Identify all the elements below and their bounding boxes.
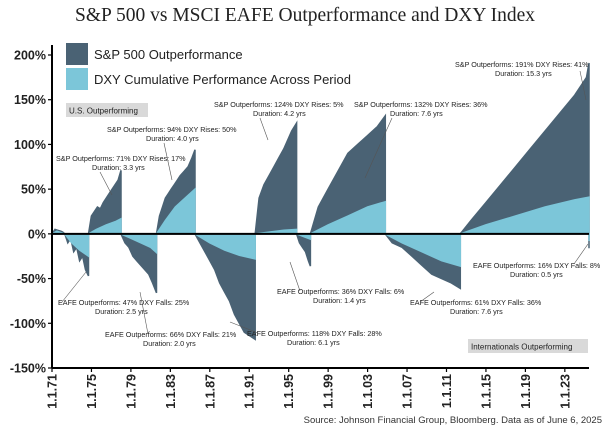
chart-title: S&P 500 vs MSCI EAFE Outperformance and … (74, 5, 535, 26)
annotation-8-line-0: EAFE Outperforms: 61% DXY Falls: 36% (410, 298, 542, 307)
series-0-period-10 (458, 62, 590, 235)
annotation-3-line-0: EAFE Outperforms: 66% DXY Falls: 21% (105, 330, 237, 339)
series-1-period-10 (460, 196, 590, 235)
x-tick-label-9: 1.1.07 (401, 374, 415, 409)
y-axis-ticks: 200% 150% 100% 50% 0% -50% -100% -150% (10, 49, 52, 376)
y-tick-label-6: -100% (10, 317, 46, 331)
region-label-intl: Internationals Outperforming (468, 339, 588, 353)
series-0-period-2 (87, 170, 122, 235)
annotation-8-line-1: Duration: 7.6 yrs (450, 307, 503, 316)
x-axis-ticks: 1.1.71 1.1.75 1.1.79 1.1.83 1.1.87 1.1.91 1.1.… (46, 368, 572, 409)
annotation-10-line-0: EAFE Outperforms: 16% DXY Falls: 8% (473, 261, 601, 270)
leader-line-1 (61, 271, 87, 303)
annotation-1: EAFE Outperforms: 47% DXY Falls: 25% Dur… (58, 298, 190, 316)
leader-line-3 (139, 291, 149, 335)
area-series (50, 62, 590, 341)
x-tick-label-4: 1.1.87 (203, 374, 217, 409)
series-0-period-6 (254, 120, 298, 235)
leader-line-4 (259, 117, 269, 141)
region-label-us: U.S. Outperforming (66, 103, 148, 117)
annotation-10: EAFE Outperforms: 16% DXY Falls: 8% Dura… (473, 261, 601, 279)
leader-lines (61, 70, 589, 335)
leader-line-8 (419, 291, 435, 303)
x-tick-label-0: 1.1.71 (46, 374, 60, 409)
region-label-intl-box (468, 339, 588, 353)
annotation-0-line-0: S&P Outperforms: 71% DXY Rises: 17% (56, 154, 186, 163)
source-note: Source: Johnson Financial Group, Bloombe… (303, 415, 602, 426)
x-tick-label-13: 1.1.23 (558, 374, 572, 409)
annotation-4: S&P Outperforms: 124% DXY Rises: 5% Dura… (214, 100, 344, 118)
annotation-2: S&P Outperforms: 94% DXY Rises: 50% Dura… (107, 125, 237, 143)
x-tick-label-8: 1.1.03 (361, 374, 375, 409)
region-label-us-text: U.S. Outperforming (69, 107, 138, 116)
leader-line-0 (99, 171, 113, 196)
series-1-areas (51, 187, 590, 268)
leader-line-9 (579, 70, 587, 101)
annotation-2-line-0: S&P Outperforms: 94% DXY Rises: 50% (107, 125, 237, 134)
annotation-3: EAFE Outperforms: 66% DXY Falls: 21% Dur… (105, 330, 237, 348)
annotation-0-line-1: Duration: 3.3 yrs (92, 163, 145, 172)
annotation-6: EAFE Outperforms: 36% DXY Falls: 6% Dura… (277, 287, 405, 305)
legend-label-sp500: S&P 500 Outperformance (94, 47, 243, 62)
legend-swatch-dxy (66, 68, 88, 90)
x-tick-label-7: 1.1.99 (322, 374, 336, 409)
annotation-1-line-0: EAFE Outperforms: 47% DXY Falls: 25% (58, 298, 190, 307)
x-tick-label-11: 1.1.15 (479, 374, 493, 409)
annotation-4-line-0: S&P Outperforms: 124% DXY Rises: 5% (214, 100, 344, 109)
x-tick-label-6: 1.1.95 (282, 374, 296, 409)
x-tick-label-10: 1.1.11 (440, 374, 454, 408)
leader-line-7 (364, 117, 393, 179)
y-tick-label-7: -150% (10, 362, 46, 376)
leader-line-10 (573, 243, 589, 265)
series-0-period-3 (119, 233, 158, 294)
annotation-0: S&P Outperforms: 71% DXY Rises: 17% Dura… (56, 154, 186, 172)
series-0-period-5 (193, 233, 256, 341)
y-tick-label-1: 150% (14, 93, 46, 107)
x-tick-label-3: 1.1.83 (164, 374, 178, 409)
annotation-2-line-1: Duration: 4.0 yrs (146, 134, 199, 143)
y-tick-label-2: 100% (14, 138, 46, 152)
y-tick-label-0: 200% (14, 49, 46, 63)
annotation-7-line-1: Duration: 7.6 yrs (390, 109, 443, 118)
annotation-10-line-1: Duration: 0.5 yrs (510, 270, 563, 279)
annotation-7: S&P Outperforms: 132% DXY Rises: 36% Dur… (354, 100, 488, 118)
annotation-3-line-1: Duration: 2.0 yrs (143, 339, 196, 348)
leader-line-2 (163, 142, 173, 181)
x-tick-label-1: 1.1.75 (85, 374, 99, 409)
legend-label-dxy: DXY Cumulative Performance Across Period (94, 72, 351, 87)
region-label-intl-text: Internationals Outperforming (471, 343, 572, 352)
annotation-8: EAFE Outperforms: 61% DXY Falls: 36% Dur… (410, 298, 542, 316)
annotation-6-line-1: Duration: 1.4 yrs (313, 296, 366, 305)
y-tick-label-5: -50% (17, 272, 46, 286)
x-tick-label-5: 1.1.91 (243, 374, 257, 409)
annotation-9: S&P Outperforms: 191% DXY Rises: 41% Dur… (455, 60, 589, 78)
x-tick-label-12: 1.1.19 (519, 374, 533, 409)
annotation-9-line-1: Duration: 15.3 yrs (495, 69, 552, 78)
region-label-us-box (66, 103, 148, 117)
legend: S&P 500 Outperformance DXY Cumulative Pe… (66, 43, 351, 90)
series-1-period-1 (63, 233, 90, 258)
legend-swatch-sp500 (66, 43, 88, 65)
leader-line-6 (289, 261, 301, 292)
annotation-9-line-0: S&P Outperforms: 191% DXY Rises: 41% (455, 60, 589, 69)
annotation-5: EAFE Outperforms: 118% DXY Falls: 28% Du… (247, 329, 382, 347)
annotation-6-line-0: EAFE Outperforms: 36% DXY Falls: 6% (277, 287, 405, 296)
annotation-5-line-1: Duration: 6.1 yrs (287, 338, 340, 347)
y-tick-label-4: 0% (28, 227, 46, 241)
x-tick-label-2: 1.1.79 (124, 374, 138, 409)
annotation-4-line-1: Duration: 4.2 yrs (253, 109, 306, 118)
annotation-1-line-1: Duration: 2.5 yrs (95, 307, 148, 316)
annotation-7-line-0: S&P Outperforms: 132% DXY Rises: 36% (354, 100, 488, 109)
leader-line-5 (229, 321, 259, 334)
annotation-5-line-0: EAFE Outperforms: 118% DXY Falls: 28% (247, 329, 382, 338)
y-tick-label-3: 50% (21, 183, 46, 197)
series-0-period-8 (309, 113, 387, 235)
